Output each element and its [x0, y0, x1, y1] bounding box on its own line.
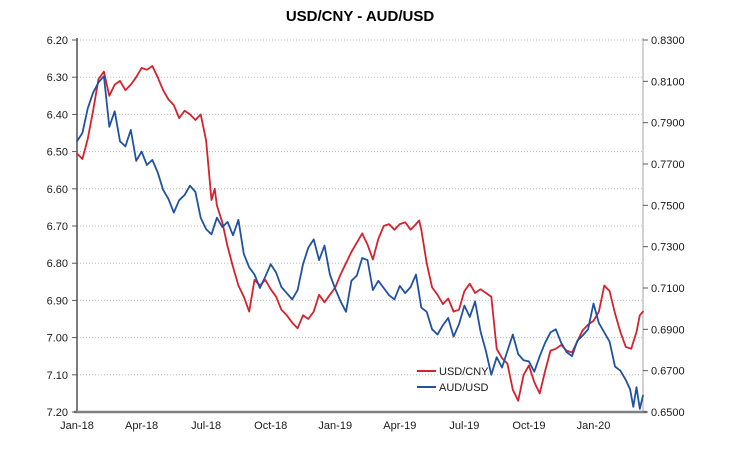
series-line-audusd: [76, 75, 644, 410]
x-axis-tick-label: Oct-18: [254, 420, 287, 432]
left-axis-tick-label: 7.10: [47, 370, 68, 382]
right-axis-tick-label: 0.6500: [651, 407, 685, 419]
right-axis-tick-label: 0.7700: [651, 159, 685, 171]
left-axis-tick-label: 7.00: [47, 333, 68, 345]
left-axis-tick-label: 6.60: [47, 184, 68, 196]
left-axis-tick-label: 6.20: [47, 35, 68, 47]
right-axis-tick-label: 0.8300: [651, 35, 685, 47]
left-axis-tick-label: 6.90: [47, 295, 68, 307]
x-axis-tick-label: Jul-18: [191, 420, 221, 432]
left-axis-tick-label: 7.20: [47, 407, 68, 419]
x-axis-tick-label: Apr-18: [125, 420, 158, 432]
right-axis-tick-label: 0.7900: [651, 118, 685, 130]
right-axis-tick-label: 0.7100: [651, 283, 685, 295]
left-axis-tick-label: 6.40: [47, 109, 68, 121]
series-lines: [76, 65, 644, 410]
left-axis-tick-label: 6.50: [47, 147, 68, 159]
x-axis-tick-label: Oct-19: [512, 420, 545, 432]
x-axis-tick-label: Apr-19: [383, 420, 416, 432]
left-axis-tick-label: 6.80: [47, 258, 68, 270]
left-axis-tick-label: 6.70: [47, 221, 68, 233]
right-axis-tick-label: 0.6900: [651, 324, 685, 336]
right-axis-tick-label: 0.7300: [651, 242, 685, 254]
right-axis-tick-label: 0.8100: [651, 76, 685, 88]
series-line-usdcny: [76, 65, 644, 402]
x-axis-tick-label: Jan-20: [577, 420, 611, 432]
x-axis-tick-label: Jan-18: [60, 420, 94, 432]
legend-item-label: AUD/USD: [439, 382, 489, 394]
right-axis-tick-label: 0.7500: [651, 200, 685, 212]
left-axis-tick-label: 6.30: [47, 72, 68, 84]
legend-item-label: USD/CNY: [439, 366, 489, 378]
axes: 6.20 6.30 6.40 6.50 6.60 6.70 6.80 6.90 7.00 7.10…: [47, 35, 685, 432]
right-axis-tick-label: 0.6700: [651, 366, 685, 378]
x-axis-tick-label: Jan-19: [318, 420, 352, 432]
x-axis-tick-label: Jul-19: [449, 420, 479, 432]
legend: USD/CNY AUD/USD: [417, 366, 489, 394]
chart-title: USD/CNY - AUD/USD: [286, 8, 435, 25]
gridlines: [77, 39, 643, 376]
